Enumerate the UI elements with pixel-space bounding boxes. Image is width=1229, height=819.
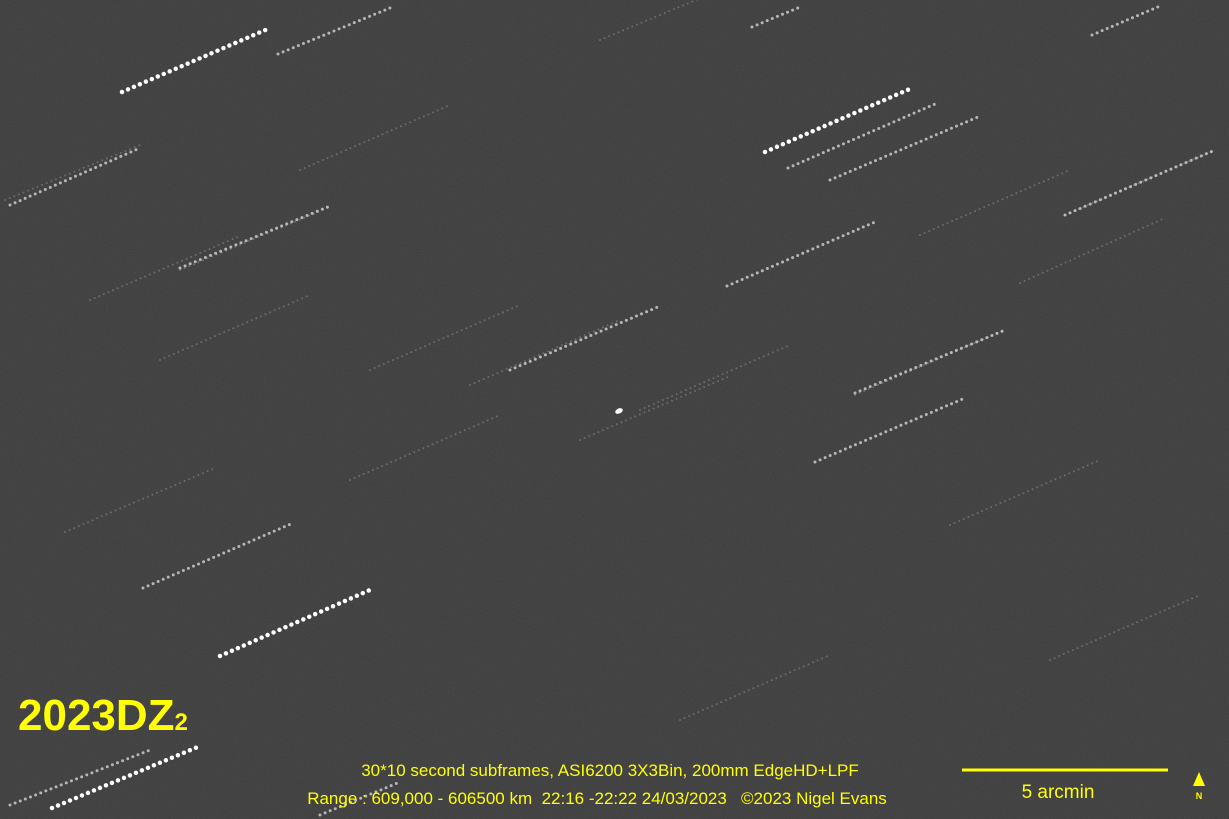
scale-label: 5 arcmin [1022,782,1095,803]
object-designation: 2023DZ [18,691,175,740]
object-name: 2023DZ2 [18,691,188,740]
caption-line: 30*10 second subframes, ASI6200 3X3Bin, … [361,761,859,780]
astro-image: 2023DZ2 30*10 second subframes, ASI6200 … [0,0,1229,819]
caption-line: Range : 609,000 - 606500 km 22:16 -22:22… [307,789,887,808]
sky-noise [0,0,1229,819]
north-label: N [1196,791,1203,801]
object-subscript: 2 [175,709,188,736]
